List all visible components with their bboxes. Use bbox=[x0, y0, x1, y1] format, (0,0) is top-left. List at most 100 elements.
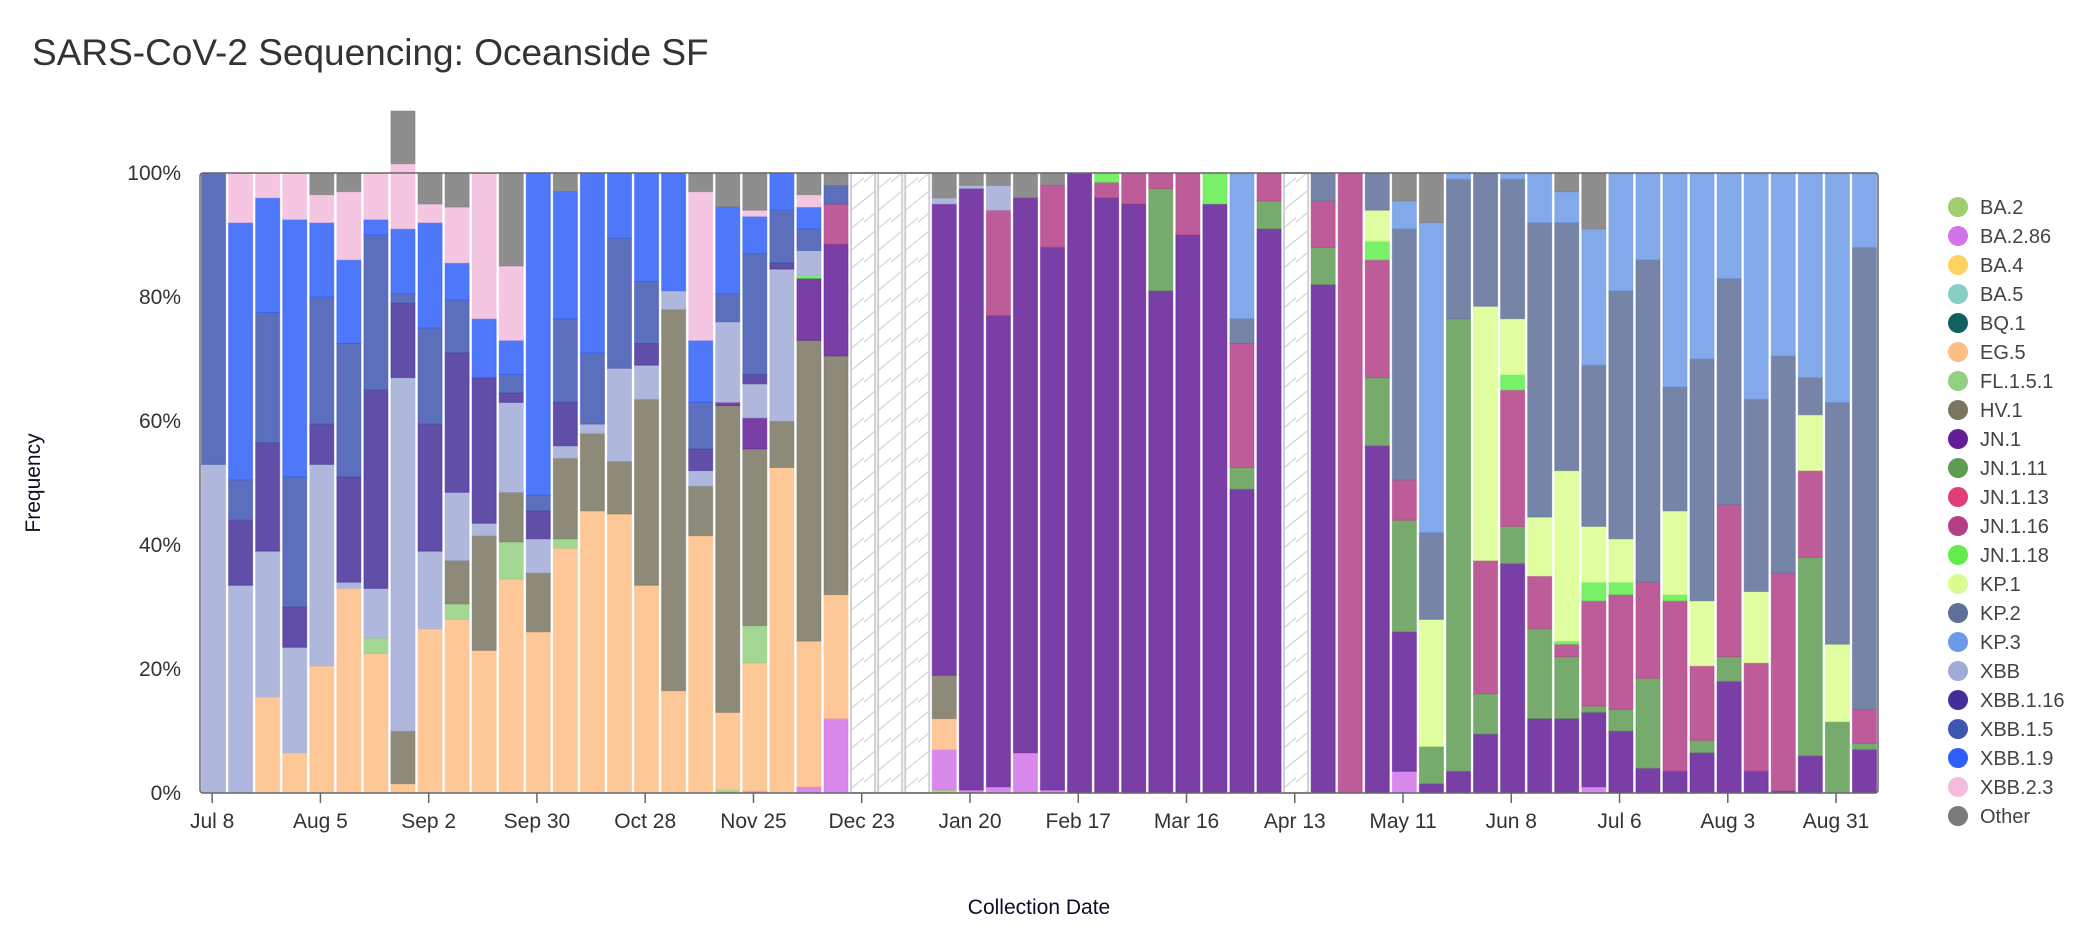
bar-segment-eg-5[interactable] bbox=[823, 594, 849, 720]
bar-segment-kp-3[interactable] bbox=[1418, 222, 1444, 534]
legend-item[interactable]: XBB.1.9 bbox=[1948, 748, 2053, 770]
bar-segment-jn-1-18[interactable] bbox=[1608, 581, 1634, 596]
bar-segment-jn-1-11[interactable] bbox=[1797, 556, 1823, 757]
bar-segment-kp-2[interactable] bbox=[1445, 178, 1472, 320]
bar-segment-xbb-1-5[interactable] bbox=[688, 401, 714, 450]
bar-segment-kp-2[interactable] bbox=[1716, 277, 1742, 506]
bar-segment-kp-1[interactable] bbox=[1662, 510, 1688, 596]
bar-segment-xbb-1-16[interactable] bbox=[471, 377, 497, 524]
bar-segment-xbb-1-9[interactable] bbox=[444, 262, 470, 301]
bar-segment-xbb[interactable] bbox=[363, 587, 389, 639]
bar-segment-eg-5[interactable] bbox=[417, 628, 443, 794]
bar-segment-other[interactable] bbox=[552, 172, 578, 193]
bar-segment-jn-1-16[interactable] bbox=[1121, 172, 1147, 205]
bar-segment-xbb[interactable] bbox=[471, 522, 497, 537]
legend-item[interactable]: BA.2.86 bbox=[1948, 226, 2051, 248]
bar-segment-xbb[interactable] bbox=[985, 184, 1011, 211]
bar-segment-jn-1-16[interactable] bbox=[1229, 343, 1255, 468]
bar-segment-kp-2[interactable] bbox=[1391, 228, 1417, 481]
bar-segment-jn-1-16[interactable] bbox=[1175, 172, 1201, 236]
bar-segment-jn-1[interactable] bbox=[1040, 246, 1066, 791]
legend-item[interactable]: XBB.1.5 bbox=[1948, 719, 2053, 741]
bar-segment-xbb[interactable] bbox=[336, 581, 362, 589]
bar-segment-xbb-1-5[interactable] bbox=[417, 327, 443, 425]
bar-segment-xbb-2-3[interactable] bbox=[417, 203, 443, 224]
bar-segment-fl-1-5-1[interactable] bbox=[742, 625, 768, 664]
bar-segment-hv-1[interactable] bbox=[471, 535, 497, 651]
bar-segment-kp-2[interactable] bbox=[1770, 355, 1796, 574]
bar-segment-kp-2[interactable] bbox=[1473, 172, 1499, 307]
bar-segment-xbb-1-9[interactable] bbox=[390, 228, 416, 295]
bar-segment-jn-1-11[interactable] bbox=[1608, 708, 1634, 732]
bar-segment-xbb-1-5[interactable] bbox=[742, 253, 768, 376]
bar-segment-xbb-1-16[interactable] bbox=[390, 302, 416, 379]
bar-segment-kp-1[interactable] bbox=[1364, 209, 1390, 242]
bar-segment-kp-3[interactable] bbox=[1743, 172, 1769, 400]
bar-segment-kp-2[interactable] bbox=[1608, 290, 1634, 540]
bar-segment-kp-1[interactable] bbox=[1527, 516, 1553, 577]
bar-segment-other[interactable] bbox=[390, 110, 416, 165]
bar-segment-kp-2[interactable] bbox=[1500, 178, 1526, 320]
bar-segment-eg-5[interactable] bbox=[498, 578, 524, 794]
bar-segment-kp-2[interactable] bbox=[1229, 318, 1255, 345]
bar-segment-xbb-2-3[interactable] bbox=[363, 172, 389, 220]
bar-segment-xbb[interactable] bbox=[201, 463, 227, 794]
bar-segment-jn-1-18[interactable] bbox=[1581, 581, 1607, 602]
bar-segment-jn-1[interactable] bbox=[1445, 770, 1472, 794]
bar-segment-xbb-1-5[interactable] bbox=[634, 281, 660, 344]
bar-segment-xbb[interactable] bbox=[606, 367, 633, 462]
bar-segment-kp-1[interactable] bbox=[1473, 305, 1499, 561]
bar-segment-kp-3[interactable] bbox=[1500, 172, 1526, 180]
bar-segment-xbb-1-16[interactable] bbox=[417, 423, 443, 552]
bar-segment-other[interactable] bbox=[336, 172, 362, 193]
bar-segment-other[interactable] bbox=[931, 172, 957, 199]
legend-item[interactable]: JN.1.13 bbox=[1948, 487, 2049, 509]
bar-segment-jn-1-11[interactable] bbox=[1716, 656, 1742, 682]
bar-segment-jn-1[interactable] bbox=[931, 203, 957, 676]
bar-segment-xbb-1-9[interactable] bbox=[282, 219, 308, 478]
bar-segment-eg-5[interactable] bbox=[471, 649, 497, 794]
legend-item[interactable]: Other bbox=[1948, 806, 2030, 828]
bar-segment-ba-2-86[interactable] bbox=[1581, 786, 1607, 794]
bar-segment-xbb-1-9[interactable] bbox=[525, 172, 551, 496]
bar-segment-jn-1-11[interactable] bbox=[1310, 246, 1336, 286]
bar-segment-other[interactable] bbox=[444, 172, 470, 208]
bar-segment-jn-1[interactable] bbox=[1797, 755, 1823, 794]
bar-segment-other[interactable] bbox=[715, 172, 741, 208]
bar-segment-jn-1-11[interactable] bbox=[1473, 693, 1499, 735]
bar-segment-jn-1-18[interactable] bbox=[1202, 172, 1228, 205]
legend-item[interactable]: JN.1.16 bbox=[1948, 516, 2049, 538]
legend-item[interactable]: KP.3 bbox=[1948, 632, 2021, 654]
bar-segment-eg-5[interactable] bbox=[796, 640, 822, 788]
bar-segment-kp-2[interactable] bbox=[1527, 222, 1553, 518]
bar-segment-ba-2-86[interactable] bbox=[796, 786, 822, 794]
bar-segment-xbb-1-16[interactable] bbox=[634, 343, 660, 366]
bar-segment-xbb[interactable] bbox=[228, 584, 254, 794]
bar-segment-jn-1-16[interactable] bbox=[1364, 259, 1390, 379]
bar-segment-xbb-1-5[interactable] bbox=[309, 296, 335, 425]
bar-segment-other[interactable] bbox=[417, 172, 443, 205]
bar-segment-eg-5[interactable] bbox=[525, 631, 551, 794]
bar-segment-eg-5[interactable] bbox=[606, 513, 633, 794]
bar-segment-kp-3[interactable] bbox=[1851, 172, 1877, 248]
bar-segment-xbb-1-16[interactable] bbox=[498, 392, 524, 403]
bar-segment-xbb-1-9[interactable] bbox=[606, 172, 633, 239]
bar-segment-eg-5[interactable] bbox=[715, 711, 741, 791]
bar-segment-jn-1-11[interactable] bbox=[1824, 721, 1850, 794]
bar-segment-ba-2-86[interactable] bbox=[931, 749, 957, 791]
bar-segment-kp-1[interactable] bbox=[1418, 618, 1444, 748]
bar-segment-xbb-2-3[interactable] bbox=[255, 172, 281, 199]
bar-segment-xbb[interactable] bbox=[715, 321, 741, 403]
bar-segment-xbb[interactable] bbox=[634, 364, 660, 400]
legend-item[interactable]: BA.5 bbox=[1948, 284, 2023, 306]
bar-segment-xbb-1-9[interactable] bbox=[363, 219, 389, 236]
bar-segment-hv-1[interactable] bbox=[525, 572, 551, 633]
bar-segment-jn-1-16[interactable] bbox=[1256, 172, 1282, 202]
legend-item[interactable]: XBB bbox=[1948, 661, 2020, 683]
bar-segment-jn-1-11[interactable] bbox=[1689, 739, 1715, 754]
bar-segment-hv-1[interactable] bbox=[661, 308, 687, 692]
bar-segment-other[interactable] bbox=[796, 172, 822, 196]
bar-segment-jn-1-11[interactable] bbox=[1554, 656, 1580, 720]
bar-segment-other[interactable] bbox=[985, 172, 1011, 186]
bar-segment-kp-2[interactable] bbox=[1364, 172, 1390, 211]
